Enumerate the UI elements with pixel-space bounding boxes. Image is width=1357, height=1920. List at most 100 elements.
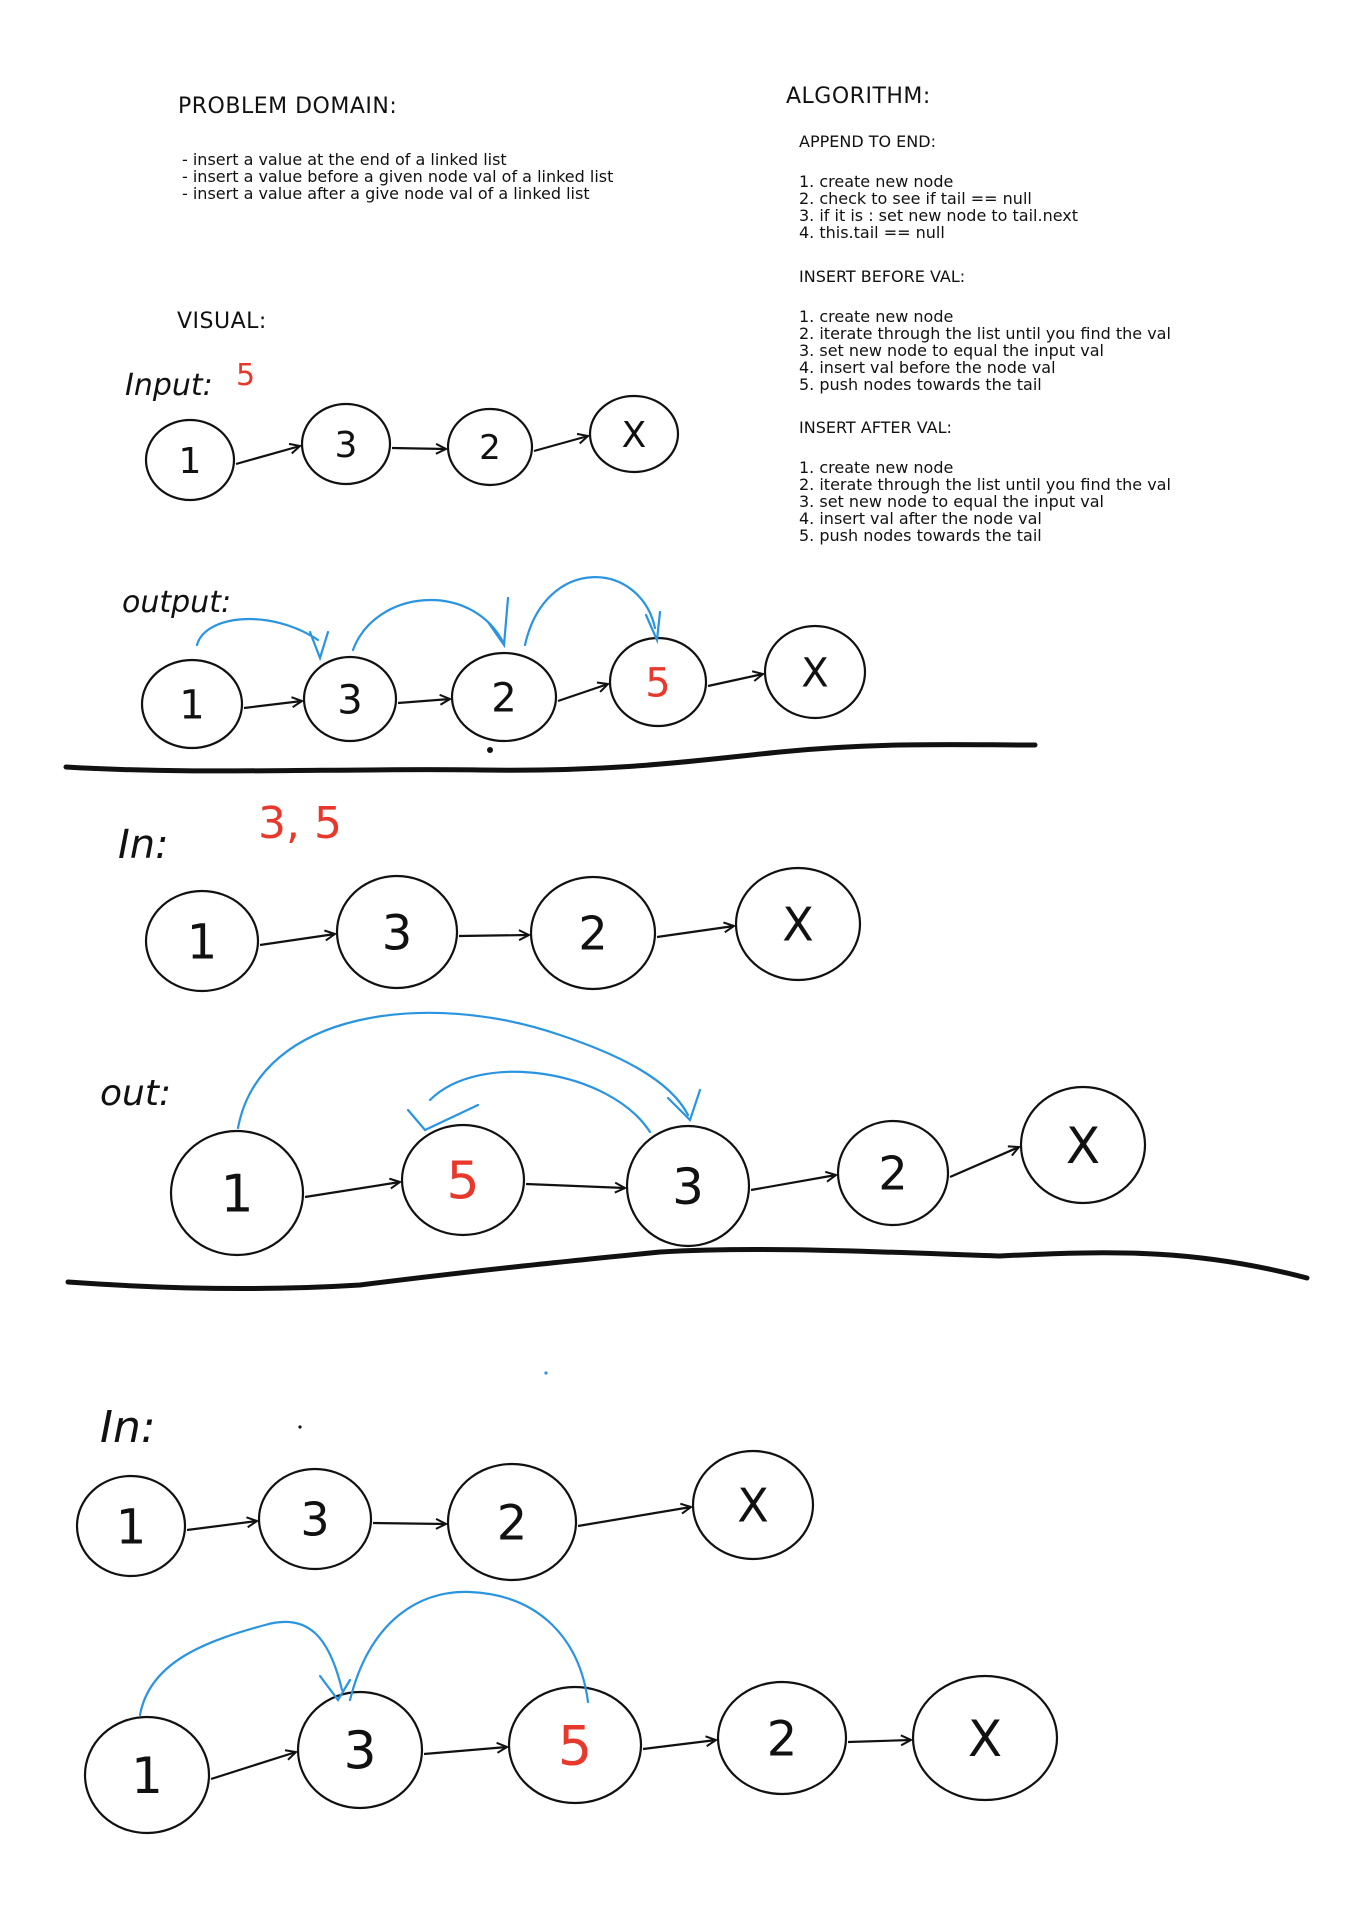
algorithm-section-insert-before: INSERT BEFORE VAL: 1. create new node 2.… [799, 267, 1171, 394]
next-pointer-arrow [557, 681, 611, 703]
step: 4. insert val after the node val [799, 509, 1042, 528]
list-node [169, 1129, 305, 1257]
next-pointer-arrow [259, 929, 338, 947]
list-node [300, 402, 392, 486]
list-node [296, 1690, 424, 1810]
ink-dot [544, 1371, 548, 1375]
arc [523, 576, 657, 647]
next-pointer-arrow [186, 1516, 260, 1532]
node-value: 2 [767, 1711, 798, 1767]
step: 2. iterate through the list until you fi… [799, 475, 1171, 494]
list-node [507, 1685, 643, 1805]
node-value: 3 [335, 425, 358, 466]
node-value: 2 [578, 907, 607, 961]
next-pointer-arrow [707, 670, 766, 688]
list-node [691, 1449, 815, 1561]
next-pointer-arrow [525, 1181, 628, 1194]
node-value: 3 [672, 1158, 704, 1216]
node-value: 2 [479, 428, 501, 468]
step: 2. iterate through the list until you fi… [799, 324, 1171, 343]
step: 4. insert val before the node val [799, 358, 1056, 377]
node-value: X [968, 1710, 1002, 1768]
arc [348, 1590, 590, 1704]
list-node [335, 874, 459, 990]
arc-tip [486, 596, 510, 649]
node-value: 2 [878, 1147, 907, 1201]
node-value: 2 [491, 675, 516, 721]
diagram1-input-label: Input: [125, 368, 213, 403]
arc [236, 1011, 690, 1130]
node-value: X [801, 650, 828, 696]
arc [195, 617, 320, 647]
list-node [588, 394, 680, 474]
next-pointer-arrow [458, 929, 532, 942]
section-divider [65, 1246, 1310, 1291]
arc-tip [318, 1674, 352, 1702]
node-value: 3 [337, 677, 362, 723]
step: 1. create new node [799, 172, 954, 191]
section-title: APPEND TO END: [799, 132, 936, 151]
node-value: 1 [187, 914, 218, 970]
diagram2-input-label: In: [118, 822, 169, 868]
node-value: X [737, 1479, 769, 1533]
list-node [75, 1474, 187, 1578]
arc-tip [406, 1103, 480, 1132]
node-value: 1 [220, 1165, 253, 1225]
node-value: 3 [300, 1493, 329, 1547]
section-title: INSERT BEFORE VAL: [799, 267, 966, 286]
problem-domain-item: - insert a value at the end of a linked … [182, 150, 507, 169]
step-list: 1. create new node 2. iterate through th… [799, 308, 1171, 393]
next-pointer-arrow [577, 1502, 694, 1528]
problem-domain-title: PROBLEM DOMAIN: [178, 94, 398, 119]
algorithm-title: ALGORITHM: [786, 84, 931, 109]
node-value: 3 [382, 905, 413, 961]
list-node [529, 875, 657, 991]
section-divider [63, 742, 1038, 774]
problem-domain-item: - insert a value before a given node val… [182, 167, 614, 186]
algorithm-section-append: APPEND TO END: 1. create new node 2. che… [799, 132, 1079, 242]
node-value: 1 [131, 1747, 163, 1805]
diagram1-input-list: 1 3 2 X [144, 394, 680, 502]
next-pointer-arrow [642, 1735, 719, 1751]
list-node [446, 1462, 578, 1582]
arc-tip [308, 630, 330, 662]
next-pointer-arrow [235, 442, 303, 466]
diagram3-input-list: 1 3 2 X [75, 1449, 815, 1582]
next-pointer-arrow [210, 1749, 299, 1781]
next-pointer-arrow [243, 696, 305, 710]
algorithm-section-insert-after: INSERT AFTER VAL: 1. create new node 2. … [799, 419, 1171, 545]
problem-domain-item: - insert a value after a give node val o… [182, 184, 590, 203]
arc-tip [666, 1088, 702, 1123]
next-pointer-arrow [847, 1734, 914, 1747]
node-value: 3 [343, 1722, 376, 1782]
step: 3. if it is : set new node to tail.next [799, 206, 1079, 225]
diagram2-output-label: out: [100, 1073, 171, 1114]
diagram1-traversal-arcs [195, 576, 662, 662]
step: 1. create new node [799, 307, 954, 326]
diagram2-input-values: 3, 5 [258, 798, 342, 849]
list-node [446, 407, 534, 487]
list-node [302, 655, 398, 743]
ink-dot [487, 747, 493, 753]
diagram3-traversal-arcs [138, 1590, 590, 1717]
step: 1. create new node [799, 458, 954, 477]
diagram2-output-list: 1 5 3 2 X [169, 1085, 1147, 1257]
list-node [763, 624, 867, 720]
list-node [911, 1674, 1059, 1802]
node-value: X [1066, 1117, 1100, 1175]
next-pointer-arrow [656, 921, 737, 939]
arc [351, 599, 505, 652]
node-value: 1 [179, 682, 204, 728]
diagram1-input-value: 5 [236, 358, 255, 393]
next-pointer-arrow [372, 1517, 449, 1530]
arc [428, 1070, 652, 1134]
next-pointer-arrow [750, 1170, 839, 1192]
step: 4. this.tail == null [799, 223, 945, 242]
diagram2-input-list: 1 3 2 X [144, 866, 862, 993]
problem-domain-list: - insert a value at the end of a linked … [182, 151, 613, 202]
diagram1-output-list: 1 3 2 5 X [140, 624, 867, 750]
node-value: 1 [179, 441, 202, 482]
node-value: 2 [497, 1495, 528, 1551]
list-node [400, 1123, 526, 1237]
